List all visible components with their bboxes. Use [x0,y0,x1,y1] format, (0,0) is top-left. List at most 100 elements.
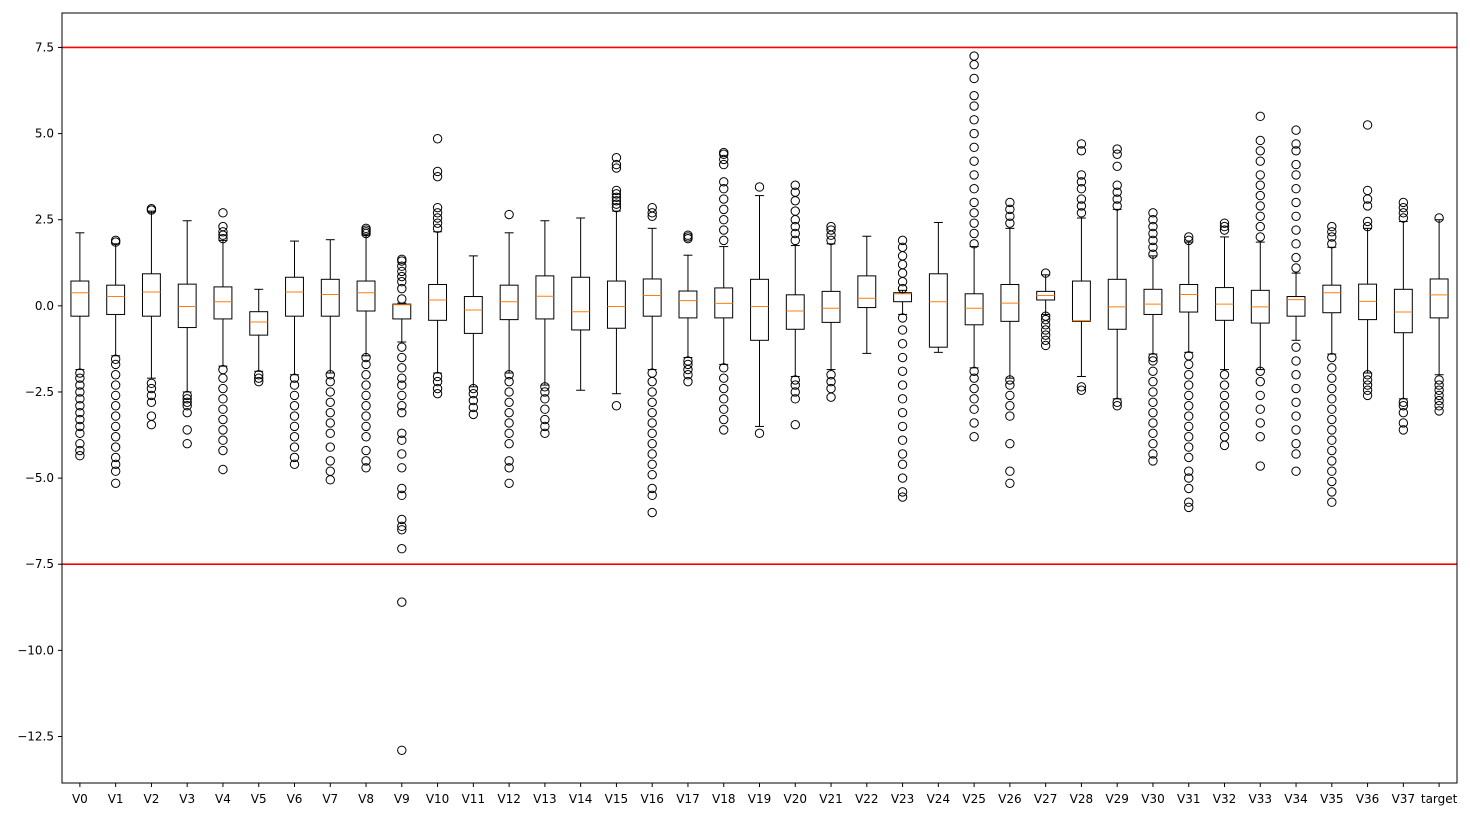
outlier-point [540,414,550,425]
outlier-point [289,380,300,390]
outlier-point [432,376,443,387]
outlier-point [611,192,622,203]
outlier-point [361,380,371,390]
box-iqr [678,290,698,319]
x-tick-label: V7 [322,792,338,806]
x-tick-label: V2 [144,792,160,806]
outlier-point [969,366,979,376]
x-tick-label: V19 [748,792,771,806]
outlier-point [325,407,335,418]
outlier-point [719,184,729,194]
outlier-point [1005,466,1015,476]
outlier-point [1076,382,1087,392]
outlier-point [110,401,121,411]
outlier-point [719,404,729,414]
outlier-point [1148,387,1158,397]
outlier-point [1434,380,1444,390]
outlier-point [1076,170,1087,180]
outlier-point [1327,363,1337,373]
outlier-point [1327,435,1337,445]
outlier-point [1327,221,1337,232]
outlier-point [1291,184,1301,194]
outlier-point [647,387,657,397]
outlier-point [397,294,407,304]
outlier-point [1219,380,1230,390]
outlier-point [1291,211,1301,221]
outlier-point [611,152,622,163]
outlier-point [1005,211,1015,221]
outlier-point [182,390,192,401]
y-tick-label: 0.0 [35,299,54,313]
outlier-point [75,451,85,461]
box-V6 [285,240,304,470]
outlier-point [1005,478,1015,488]
box-iqr [1429,278,1449,319]
outlier-point [361,370,371,380]
outlier-point [611,189,622,199]
outlier-point [504,418,514,428]
outlier-point [1184,232,1194,242]
outlier-point [1184,473,1194,483]
outlier-point [540,382,550,392]
outlier-point [110,459,121,470]
outlier-point [1255,376,1265,387]
x-tick-label: V17 [676,792,699,806]
outlier-point [1255,156,1265,166]
outlier-point [1184,411,1194,421]
outlier-point [790,380,800,390]
outlier-point [289,411,300,421]
outlier-point [397,277,407,287]
outlier-point [146,411,157,421]
outlier-point [289,401,300,411]
box-V5 [249,288,269,387]
box-V0 [70,232,90,461]
outlier-point [969,128,979,139]
box-V17 [678,230,698,387]
outlier-point [969,383,979,394]
outlier-point [897,235,908,246]
outlier-point [647,459,657,470]
outlier-point [1255,170,1265,180]
outlier-point [790,394,800,404]
plot-area [62,46,1457,755]
outlier-point [397,521,407,532]
outlier-point [1255,221,1265,232]
outlier-point [110,452,121,463]
outlier-point [1362,185,1373,196]
outlier-point [1076,146,1087,156]
outlier-point [289,390,300,401]
outlier-point [1076,385,1087,395]
outlier-point [75,401,85,411]
outlier-point [361,390,371,401]
outlier-point [1327,227,1337,237]
outlier-point [826,376,836,387]
outlier-point [719,235,729,246]
outlier-point [397,449,407,459]
x-tick-label: V5 [251,792,267,806]
outlier-point [683,359,693,370]
outlier-point [647,438,657,449]
outlier-point [1291,356,1301,366]
outlier-point [146,383,157,394]
box-iqr [392,303,412,320]
x-tick-label: V21 [819,792,842,806]
outlier-point [790,180,800,190]
outlier-point [1148,208,1158,218]
outlier-point [75,380,85,390]
outlier-point [75,438,85,449]
outlier-point [719,194,729,204]
box-V10 [428,134,448,399]
outlier-point [1255,461,1265,471]
y-tick-label: 7.5 [35,40,54,54]
outlier-point [826,225,836,235]
outlier-point [218,464,228,475]
x-tick-label: V3 [179,792,195,806]
outlier-point [110,442,121,452]
outlier-point [897,339,908,349]
outlier-point [897,435,908,445]
outlier-point [397,266,407,277]
box-V36 [1358,120,1378,401]
outlier-point [1219,225,1230,235]
outlier-point [1362,120,1373,130]
